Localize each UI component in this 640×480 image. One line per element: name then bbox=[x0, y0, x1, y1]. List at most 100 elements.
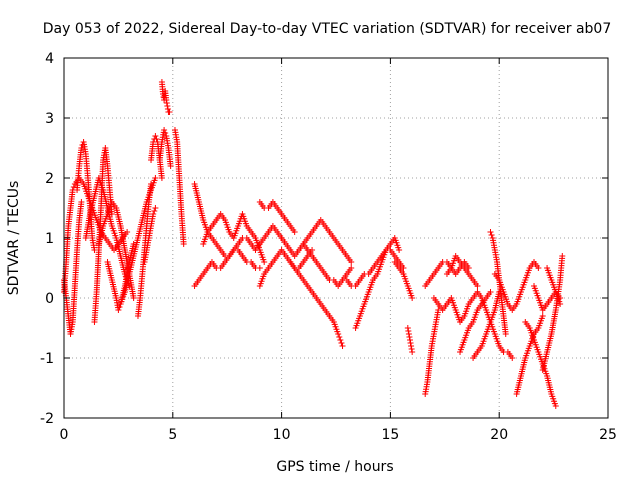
data-point-marker bbox=[552, 403, 559, 409]
data-point-marker bbox=[115, 307, 122, 313]
data-point-marker bbox=[404, 325, 411, 331]
series-track-u bbox=[287, 259, 346, 349]
data-point-marker bbox=[130, 295, 137, 301]
axis-ticks bbox=[63, 57, 609, 419]
series-track-aa bbox=[422, 307, 442, 397]
data-point-marker bbox=[148, 181, 155, 187]
data-point-marker bbox=[348, 259, 355, 265]
data-point-marker bbox=[152, 205, 159, 211]
x-tick-label: 20 bbox=[490, 427, 508, 443]
data-point-marker bbox=[116, 304, 123, 310]
data-point-marker bbox=[161, 127, 168, 133]
x-tick-label: 25 bbox=[599, 427, 617, 443]
data-point-marker bbox=[487, 289, 494, 295]
data-point-marker bbox=[78, 145, 85, 151]
data-point-marker bbox=[409, 349, 416, 355]
data-point-marker bbox=[124, 229, 131, 235]
data-point-marker bbox=[405, 328, 412, 334]
data-point-marker bbox=[409, 295, 416, 301]
series-track-ac bbox=[430, 289, 516, 361]
y-tick-label: 0 bbox=[45, 291, 54, 307]
y-axis-label: SDTVAR / TECUs bbox=[6, 181, 22, 296]
data-points bbox=[61, 79, 566, 409]
y-tick-label: -2 bbox=[40, 411, 54, 427]
series-track-v bbox=[300, 241, 355, 289]
data-point-marker bbox=[539, 313, 546, 319]
data-point-marker bbox=[408, 346, 415, 352]
series-track-y bbox=[391, 259, 416, 301]
data-point-marker bbox=[70, 184, 77, 190]
y-tick-label: -1 bbox=[40, 351, 54, 367]
series-track-r bbox=[256, 199, 298, 235]
data-point-marker bbox=[151, 208, 158, 214]
series-track-ad bbox=[443, 253, 481, 289]
data-point-marker bbox=[337, 337, 344, 343]
y-tick-label: 4 bbox=[45, 51, 54, 67]
data-point-marker bbox=[535, 265, 542, 271]
data-point-marker bbox=[339, 343, 346, 349]
data-point-marker bbox=[163, 100, 170, 106]
series-track-ak bbox=[539, 253, 566, 373]
data-point-marker bbox=[150, 211, 157, 217]
data-point-marker bbox=[408, 343, 415, 349]
series-track-ae bbox=[457, 289, 494, 355]
series-track-o bbox=[191, 181, 285, 259]
data-point-marker bbox=[488, 232, 495, 238]
tick-labels: 0 5 10 15 20 25 -2 -1 0 1 2 3 4 bbox=[40, 51, 617, 443]
x-tick-label: 0 bbox=[60, 427, 69, 443]
series-track-af bbox=[470, 289, 503, 361]
data-point-marker bbox=[335, 331, 342, 337]
data-point-marker bbox=[166, 109, 173, 115]
series-track-m bbox=[158, 79, 173, 115]
x-tick-label: 15 bbox=[381, 427, 399, 443]
data-point-marker bbox=[557, 301, 564, 307]
series-track-j bbox=[141, 205, 159, 265]
x-axis-label: GPS time / hours bbox=[276, 459, 393, 475]
data-point-marker bbox=[78, 199, 85, 205]
x-tick-label: 10 bbox=[273, 427, 291, 443]
series-track-am bbox=[544, 265, 564, 307]
series-track-c bbox=[74, 139, 98, 253]
series-track-n bbox=[171, 127, 187, 247]
data-point-marker bbox=[406, 334, 413, 340]
series-track-aj bbox=[522, 319, 559, 409]
data-point-marker bbox=[163, 97, 170, 103]
series-track-l bbox=[156, 127, 174, 169]
data-point-marker bbox=[509, 355, 516, 361]
data-point-marker bbox=[167, 163, 174, 169]
chart-title: Day 053 of 2022, Sidereal Day-to-day VTE… bbox=[43, 21, 612, 37]
data-point-marker bbox=[405, 331, 412, 337]
data-point-marker bbox=[502, 331, 509, 337]
data-point-marker bbox=[261, 259, 268, 265]
series-track-p bbox=[191, 247, 263, 289]
data-point-marker bbox=[162, 130, 169, 136]
series-track-z bbox=[404, 325, 416, 355]
data-point-marker bbox=[152, 133, 159, 139]
data-point-marker bbox=[396, 247, 403, 253]
series-track-ah bbox=[491, 259, 542, 313]
series-track-t bbox=[278, 217, 355, 265]
data-point-marker bbox=[164, 103, 171, 109]
series-track-e bbox=[82, 175, 133, 289]
series-track-q bbox=[200, 211, 268, 265]
data-point-marker bbox=[474, 283, 481, 289]
data-point-marker bbox=[180, 241, 187, 247]
x-tick-label: 5 bbox=[168, 427, 177, 443]
data-point-marker bbox=[158, 175, 165, 181]
data-point-marker bbox=[153, 136, 160, 142]
data-point-marker bbox=[407, 340, 414, 346]
y-tick-label: 3 bbox=[45, 111, 54, 127]
series-track-b bbox=[61, 199, 85, 337]
data-point-marker bbox=[291, 229, 298, 235]
data-point-marker bbox=[256, 265, 263, 271]
y-tick-label: 2 bbox=[45, 171, 54, 187]
series-track-ai bbox=[513, 313, 546, 397]
data-point-marker bbox=[338, 340, 345, 346]
y-tick-label: 1 bbox=[45, 231, 54, 247]
data-point-marker bbox=[487, 229, 494, 235]
data-point-marker bbox=[559, 253, 566, 259]
data-point-marker bbox=[336, 334, 343, 340]
data-point-marker bbox=[406, 337, 413, 343]
data-point-marker bbox=[152, 175, 159, 181]
